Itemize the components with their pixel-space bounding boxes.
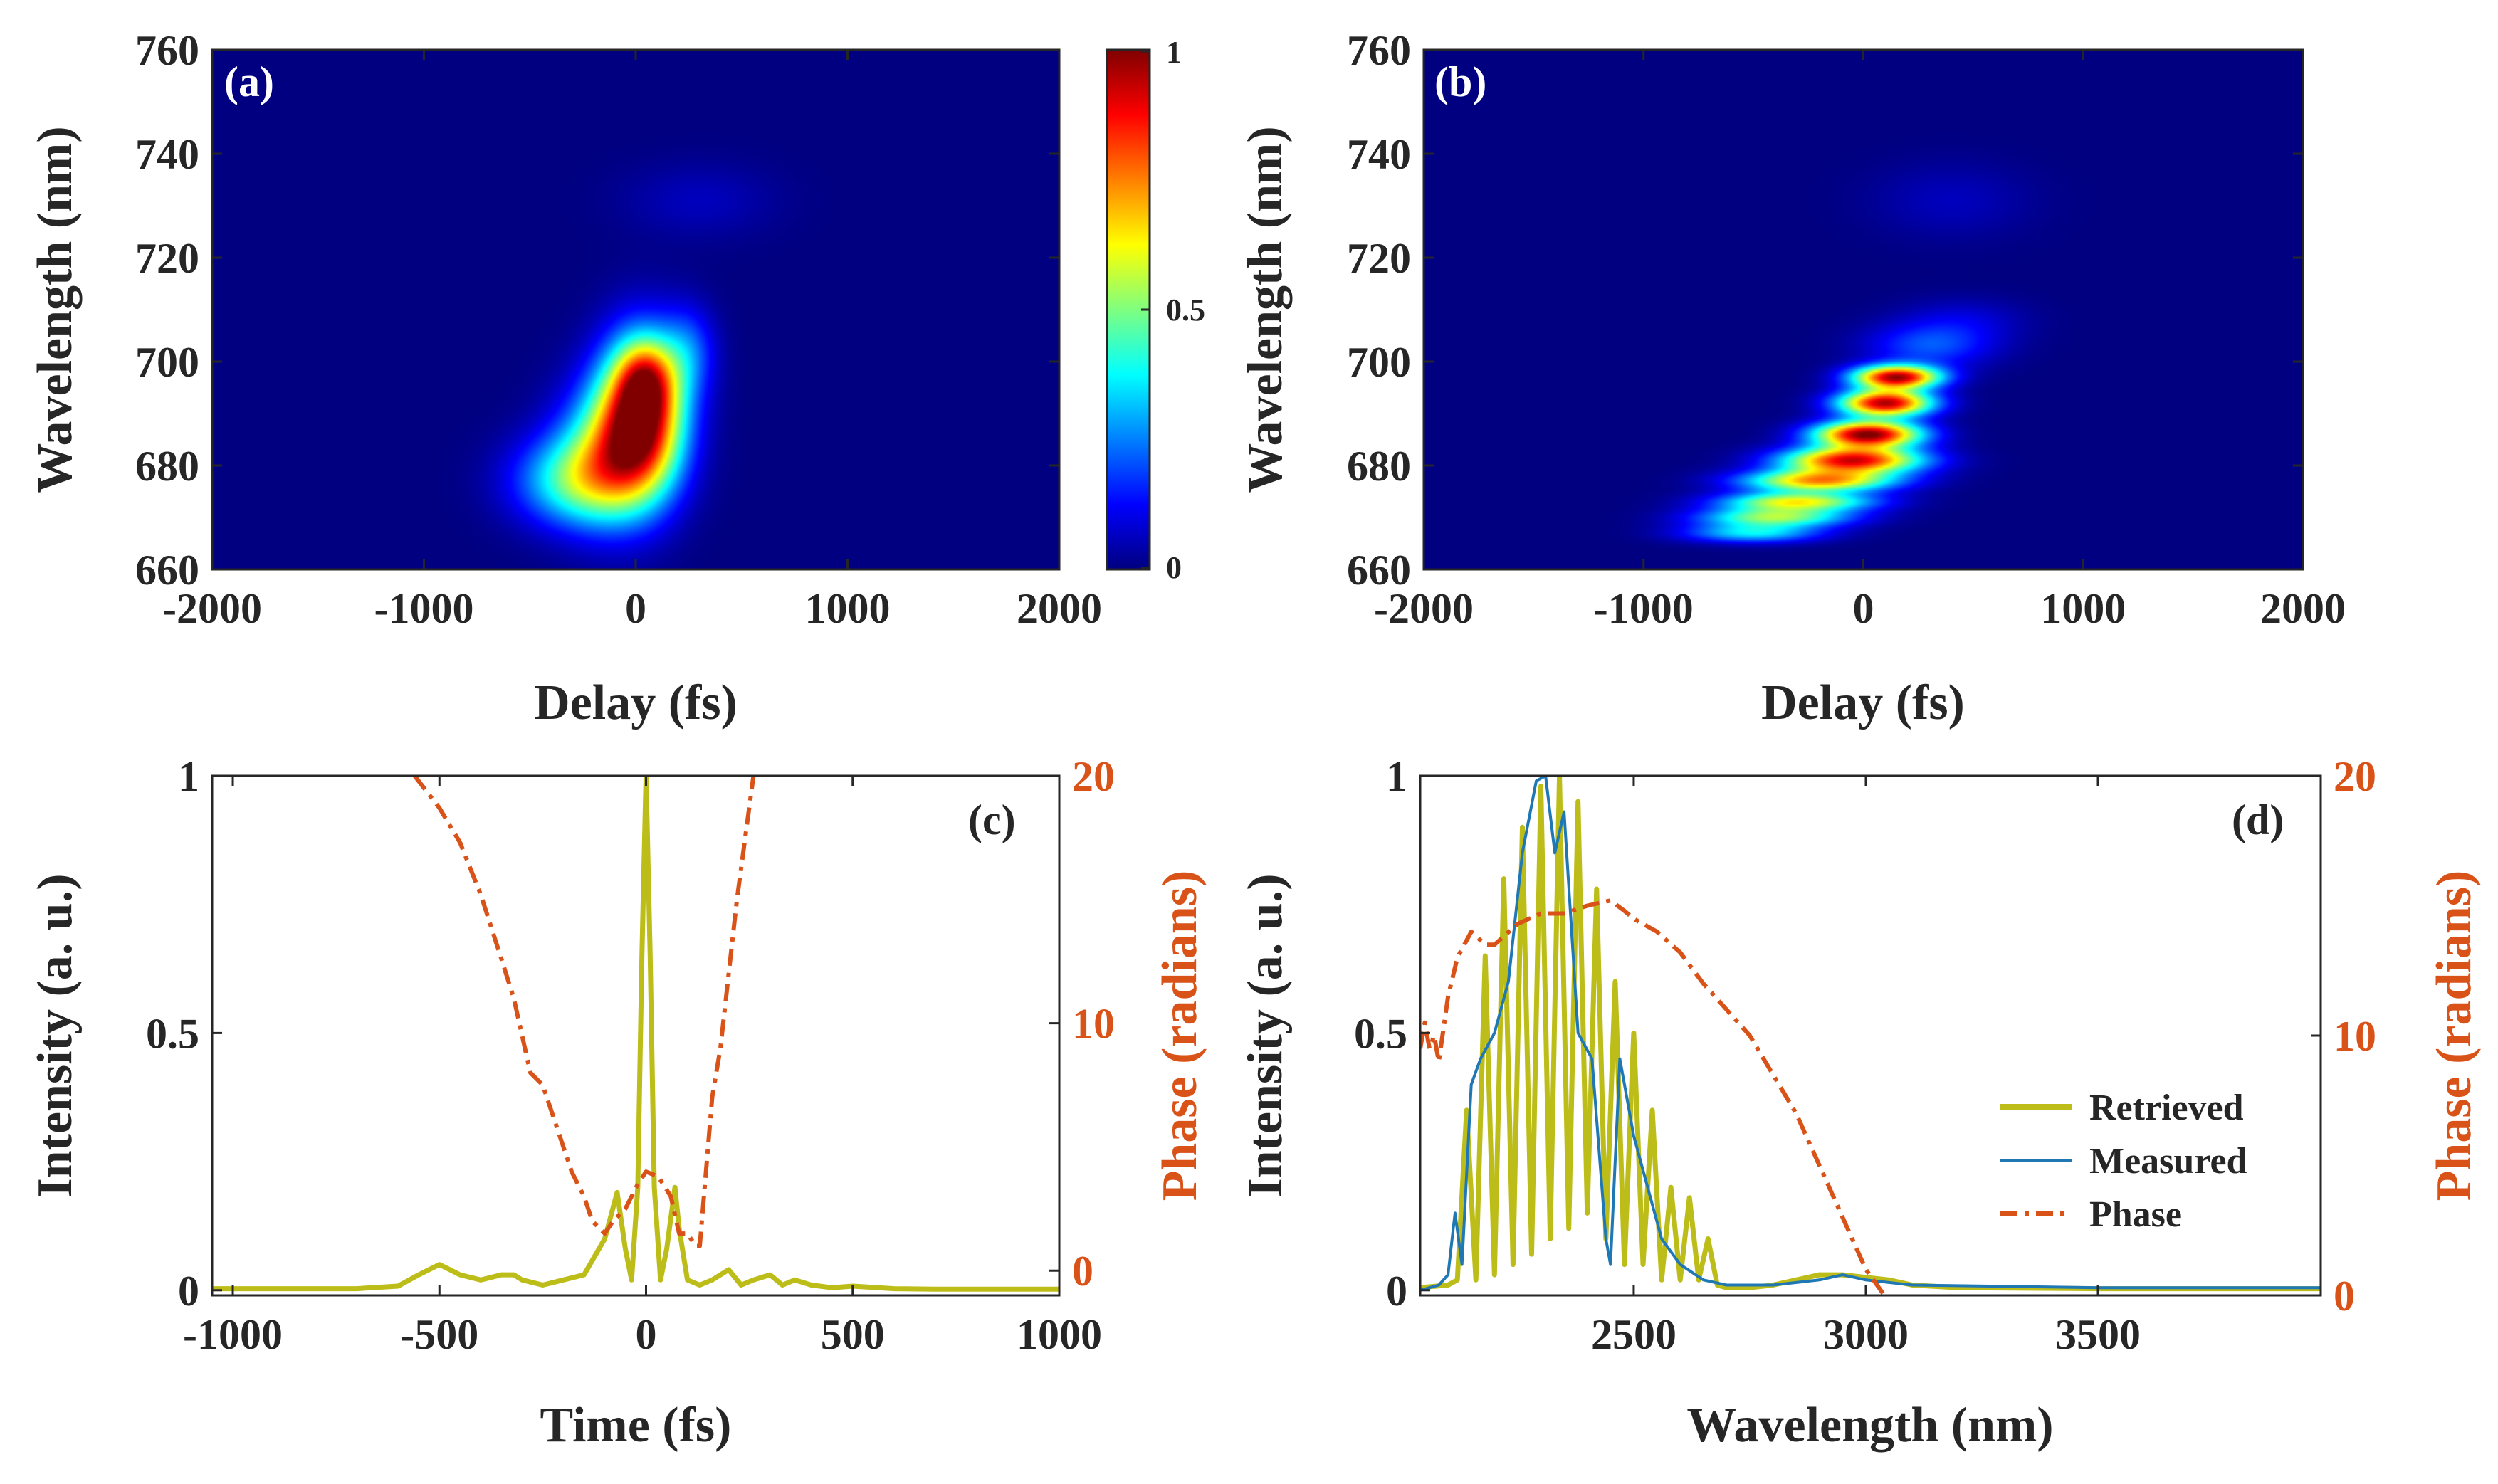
x-tick-label-c-0: -1000 xyxy=(183,1311,283,1358)
y2-tick-label-d-1: 10 xyxy=(2334,1013,2376,1060)
axes-a-xlabel: Delay (fs) xyxy=(534,675,738,730)
y-tick-label-d-0: 0 xyxy=(1386,1268,1407,1315)
x-tick-label-b-1: -1000 xyxy=(1594,585,1694,632)
y-tick-label-a-0: 660 xyxy=(135,547,199,594)
axes-d-xlabel: Wavelength (nm) xyxy=(1686,1398,2053,1453)
x-tick-label-a-1: -1000 xyxy=(374,585,474,632)
x-tick-label-d-2: 3500 xyxy=(2055,1311,2141,1358)
x-tick-label-b-2: 0 xyxy=(1853,585,1874,632)
y-tick-label-a-4: 740 xyxy=(135,131,199,178)
x-tick-label-d-0: 2500 xyxy=(1591,1311,1676,1358)
axes-d-y2label: Phase (radians) xyxy=(2427,870,2482,1201)
y-tick-label-a-1: 680 xyxy=(135,443,199,490)
x-tick-label-c-2: 0 xyxy=(636,1311,657,1358)
y2-tick-label-d-0: 0 xyxy=(2334,1273,2355,1320)
x-tick-label-a-0: -2000 xyxy=(162,585,262,632)
series-d-retrieved xyxy=(1420,776,2321,1292)
panel-b-label: (b) xyxy=(1434,58,1486,105)
panel-a: -2000 -1000 0 1000 2000 660 680 700 720 740 760 (a… xyxy=(28,27,1205,730)
y-tick-label-c-1: 0.5 xyxy=(146,1010,199,1057)
y-tick-label-c-0: 0 xyxy=(178,1268,199,1315)
series-d-phase xyxy=(1420,898,1886,1295)
series-c-intensity xyxy=(212,776,1059,1292)
axes-c-xlabel: Time (fs) xyxy=(540,1398,732,1453)
legend-label-phase: Phase xyxy=(2089,1194,2182,1235)
x-tick-label-c-4: 1000 xyxy=(1017,1311,1102,1358)
y-tick-label-d-2: 1 xyxy=(1386,753,1407,800)
axes-b-ylabel: Wavelength (nm) xyxy=(1238,126,1293,493)
panel-d-label: (d) xyxy=(2232,796,2284,843)
panel-b: -2000 -1000 0 1000 2000 660 680 700 720 740 760 (b… xyxy=(1238,27,2346,730)
x-tick-label-d-1: 3000 xyxy=(1823,1311,1909,1358)
colorbar-label-mid: 0.5 xyxy=(1166,293,1205,327)
legend-label-measured: Measured xyxy=(2089,1141,2247,1182)
axes-c-y2label: Phase (radians) xyxy=(1153,870,1207,1201)
axes-d-lines xyxy=(1420,776,2321,1295)
colorbar-label-min: 0 xyxy=(1166,550,1182,585)
x-tick-label-c-3: 500 xyxy=(821,1311,885,1358)
x-tick-label-b-0: -2000 xyxy=(1374,585,1474,632)
x-tick-label-a-2: 0 xyxy=(625,585,646,632)
axes-b-xlabel: Delay (fs) xyxy=(1761,675,1965,730)
x-tick-label-a-3: 1000 xyxy=(805,585,891,632)
axes-d-ylabel: Intensity (a. u.) xyxy=(1238,873,1293,1197)
x-tick-label-b-3: 1000 xyxy=(2040,585,2126,632)
y-tick-label-b-4: 740 xyxy=(1347,131,1411,178)
legend: Retrieved Measured Phase xyxy=(2000,1088,2247,1235)
y-tick-label-a-5: 760 xyxy=(135,27,199,74)
y-tick-label-d-1: 0.5 xyxy=(1354,1010,1407,1057)
y-tick-label-a-2: 700 xyxy=(135,339,199,386)
series-c-phase xyxy=(413,776,756,1248)
y2-tick-label-d-2: 20 xyxy=(2334,753,2376,800)
axes-c-ylabel: Intensity (a. u.) xyxy=(28,873,83,1197)
x-tick-label-b-4: 2000 xyxy=(2260,585,2346,632)
y-tick-label-b-1: 680 xyxy=(1347,443,1411,490)
panel-a-label: (a) xyxy=(224,58,274,105)
heatmap-b-image xyxy=(1424,50,2303,569)
y-tick-label-b-0: 660 xyxy=(1347,547,1411,594)
heatmap-a-image xyxy=(212,50,1059,569)
y2-tick-label-c-0: 0 xyxy=(1072,1248,1093,1295)
y-tick-label-c-2: 1 xyxy=(178,753,199,800)
colorbar-label-max: 1 xyxy=(1166,35,1182,70)
axes-a-ticks: -2000 -1000 0 1000 2000 660 680 700 720 740 760 xyxy=(135,27,1102,632)
y-tick-label-b-2: 700 xyxy=(1347,339,1411,386)
axes-c-frame xyxy=(211,774,1061,1297)
x-tick-label-c-1: -500 xyxy=(400,1311,478,1358)
y2-tick-label-c-1: 10 xyxy=(1072,1001,1115,1048)
y-tick-label-b-5: 760 xyxy=(1347,27,1411,74)
y-tick-label-b-3: 720 xyxy=(1347,235,1411,282)
legend-label-retrieved: Retrieved xyxy=(2089,1088,2244,1128)
axes-b-ticks: -2000 -1000 0 1000 2000 660 680 700 720 740 760 xyxy=(1347,27,2346,632)
x-tick-label-a-4: 2000 xyxy=(1017,585,1102,632)
y2-tick-label-c-2: 20 xyxy=(1072,753,1115,800)
axes-a-ylabel: Wavelength (nm) xyxy=(28,126,83,493)
y-tick-label-a-3: 720 xyxy=(135,235,199,282)
axes-c-lines xyxy=(212,776,1059,1292)
panel-c-label: (c) xyxy=(968,796,1016,843)
series-d-measured xyxy=(1420,776,2321,1292)
